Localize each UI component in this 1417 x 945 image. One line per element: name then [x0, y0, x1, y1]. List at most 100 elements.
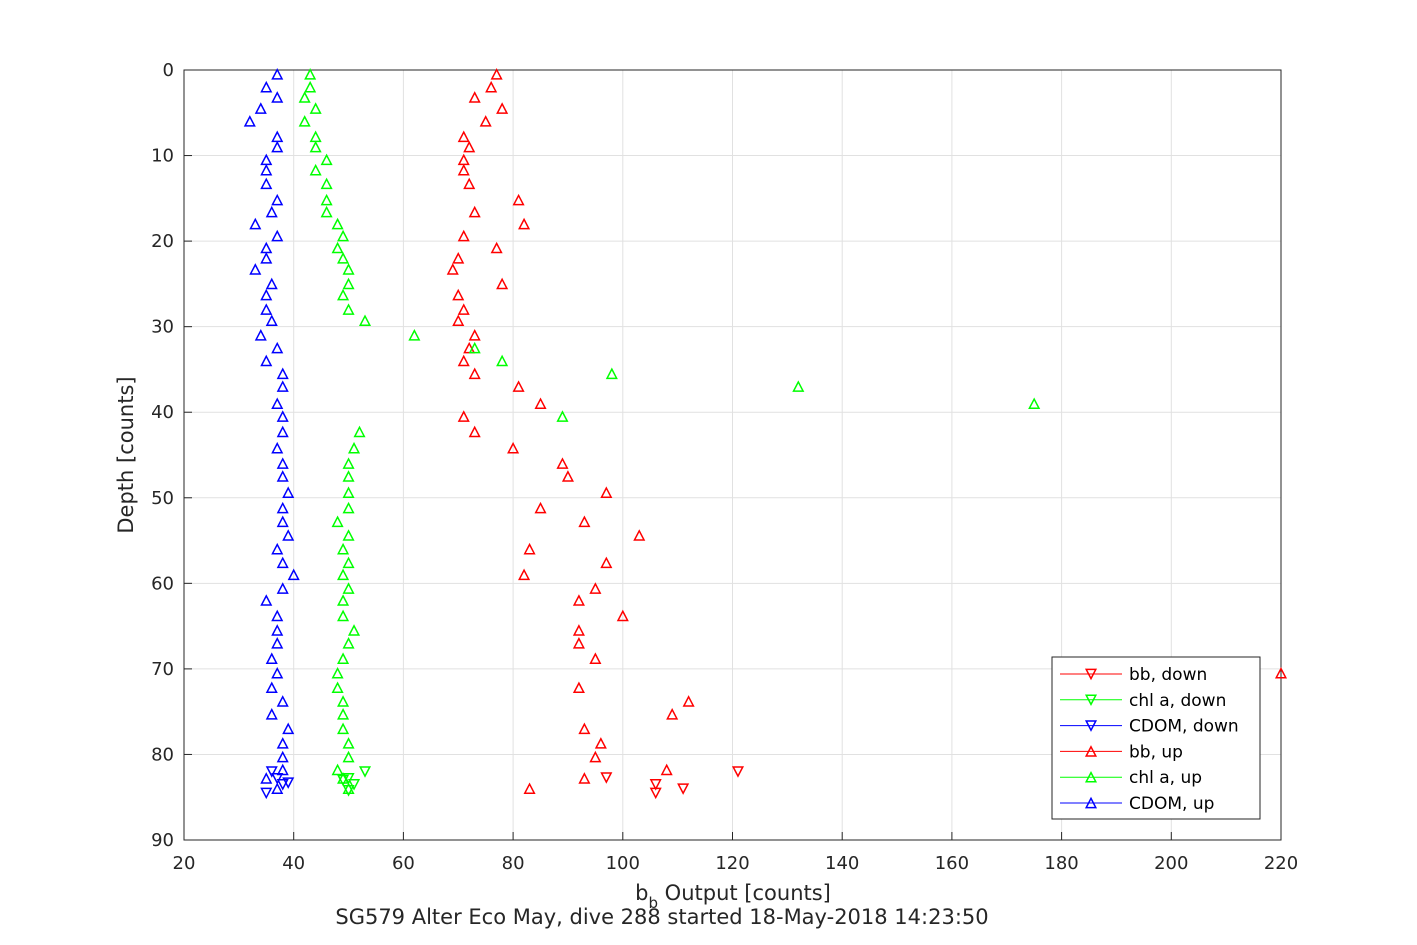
- data-point: [342, 470, 355, 482]
- data-point: [331, 763, 344, 776]
- legend-label: chl a, up: [1129, 768, 1202, 788]
- data-point: [731, 766, 745, 778]
- data-point: [463, 140, 476, 153]
- data-point: [649, 787, 662, 800]
- data-point: [337, 594, 350, 606]
- data-point: [605, 367, 618, 380]
- data-point: [282, 486, 295, 498]
- data-point: [271, 193, 284, 206]
- axis-ticks: 20 40 60 80 100 120 140 160 180 200 220 0 10 20 30 40 50…: [151, 60, 1298, 874]
- data-point: [682, 695, 695, 707]
- legend-box: [1051, 656, 1261, 820]
- data-point: [342, 556, 355, 569]
- data-point: [243, 115, 256, 127]
- data-point: [337, 774, 350, 787]
- x-tick-label: 160: [935, 853, 969, 874]
- data-point: [490, 241, 503, 254]
- data-point: [600, 556, 613, 569]
- data-point: [342, 263, 355, 275]
- data-point: [512, 380, 525, 392]
- data-point: [468, 425, 481, 438]
- data-point: [600, 486, 613, 498]
- data-point: [337, 288, 350, 301]
- data-point: [287, 568, 300, 581]
- data-point: [260, 163, 273, 176]
- data-point: [512, 193, 525, 206]
- data-point: [490, 68, 503, 80]
- data-point: [337, 772, 350, 784]
- data-point: [271, 773, 284, 785]
- legend-label: bb, up: [1129, 742, 1183, 762]
- data-point: [446, 263, 459, 275]
- data-point: [265, 766, 278, 778]
- data-point: [304, 80, 317, 93]
- data-point: [337, 542, 350, 555]
- data-point: [276, 763, 289, 776]
- x-tick-label: 140: [825, 853, 859, 874]
- data-point: [342, 486, 355, 498]
- data-point: [320, 193, 333, 206]
- data-point: [249, 217, 262, 230]
- data-point: [320, 177, 333, 190]
- data-point: [468, 367, 481, 380]
- data-point: [342, 637, 355, 649]
- data-point: [633, 529, 646, 541]
- data-point: [271, 140, 284, 153]
- data-point: [358, 766, 372, 778]
- legend-item: bb, up: [1060, 742, 1183, 762]
- data-point: [282, 722, 295, 735]
- data-point: [342, 529, 355, 541]
- data-point: [1028, 397, 1041, 410]
- data-point: [309, 102, 322, 114]
- data-point: [276, 750, 289, 763]
- data-point: [457, 303, 470, 315]
- data-point: [337, 252, 350, 264]
- legend-marker: [1084, 668, 1098, 681]
- data-point: [342, 303, 355, 315]
- data-point: [457, 410, 470, 422]
- legend-item: chl a, up: [1060, 768, 1202, 788]
- data-point: [523, 782, 536, 795]
- data-point: [534, 501, 547, 514]
- data-point: [265, 277, 278, 290]
- data-point: [260, 80, 273, 93]
- data-point: [298, 115, 311, 127]
- data-point: [276, 556, 289, 569]
- data-point: [666, 708, 679, 720]
- series-0: [600, 766, 745, 800]
- data-point: [463, 177, 476, 190]
- series-2: [260, 766, 295, 800]
- data-point: [342, 501, 355, 514]
- data-point: [452, 252, 465, 264]
- x-axis-title: bb Output [counts]: [635, 881, 831, 912]
- data-point: [271, 637, 284, 649]
- x-tick-label: 200: [1154, 853, 1188, 874]
- y-tick-label: 20: [151, 231, 174, 252]
- x-tick-label: 80: [502, 853, 525, 874]
- data-point: [271, 666, 284, 679]
- data-point: [347, 779, 361, 791]
- data-point: [556, 410, 569, 422]
- data-point: [331, 515, 344, 528]
- data-point: [518, 568, 531, 581]
- data-point: [282, 529, 295, 541]
- data-point: [276, 457, 289, 469]
- y-tick-label: 70: [151, 659, 174, 680]
- y-tick-label: 90: [151, 830, 174, 851]
- chart-subtitle: SG579 Alter Eco May, dive 288 started 18…: [335, 905, 988, 929]
- data-point: [276, 410, 289, 422]
- x-axis-title-main: b: [635, 881, 648, 905]
- data-point: [468, 329, 481, 341]
- data-point: [276, 582, 289, 594]
- series-5: [243, 68, 300, 795]
- legend-item: bb, down: [1060, 665, 1207, 685]
- legend-label: CDOM, down: [1129, 717, 1239, 737]
- data-point: [271, 229, 284, 242]
- data-point: [457, 153, 470, 166]
- data-point: [496, 277, 509, 290]
- x-tick-label: 100: [606, 853, 640, 874]
- data-point: [479, 115, 492, 127]
- data-point: [452, 314, 465, 327]
- x-tick-label: 60: [392, 853, 415, 874]
- data-point: [561, 470, 574, 482]
